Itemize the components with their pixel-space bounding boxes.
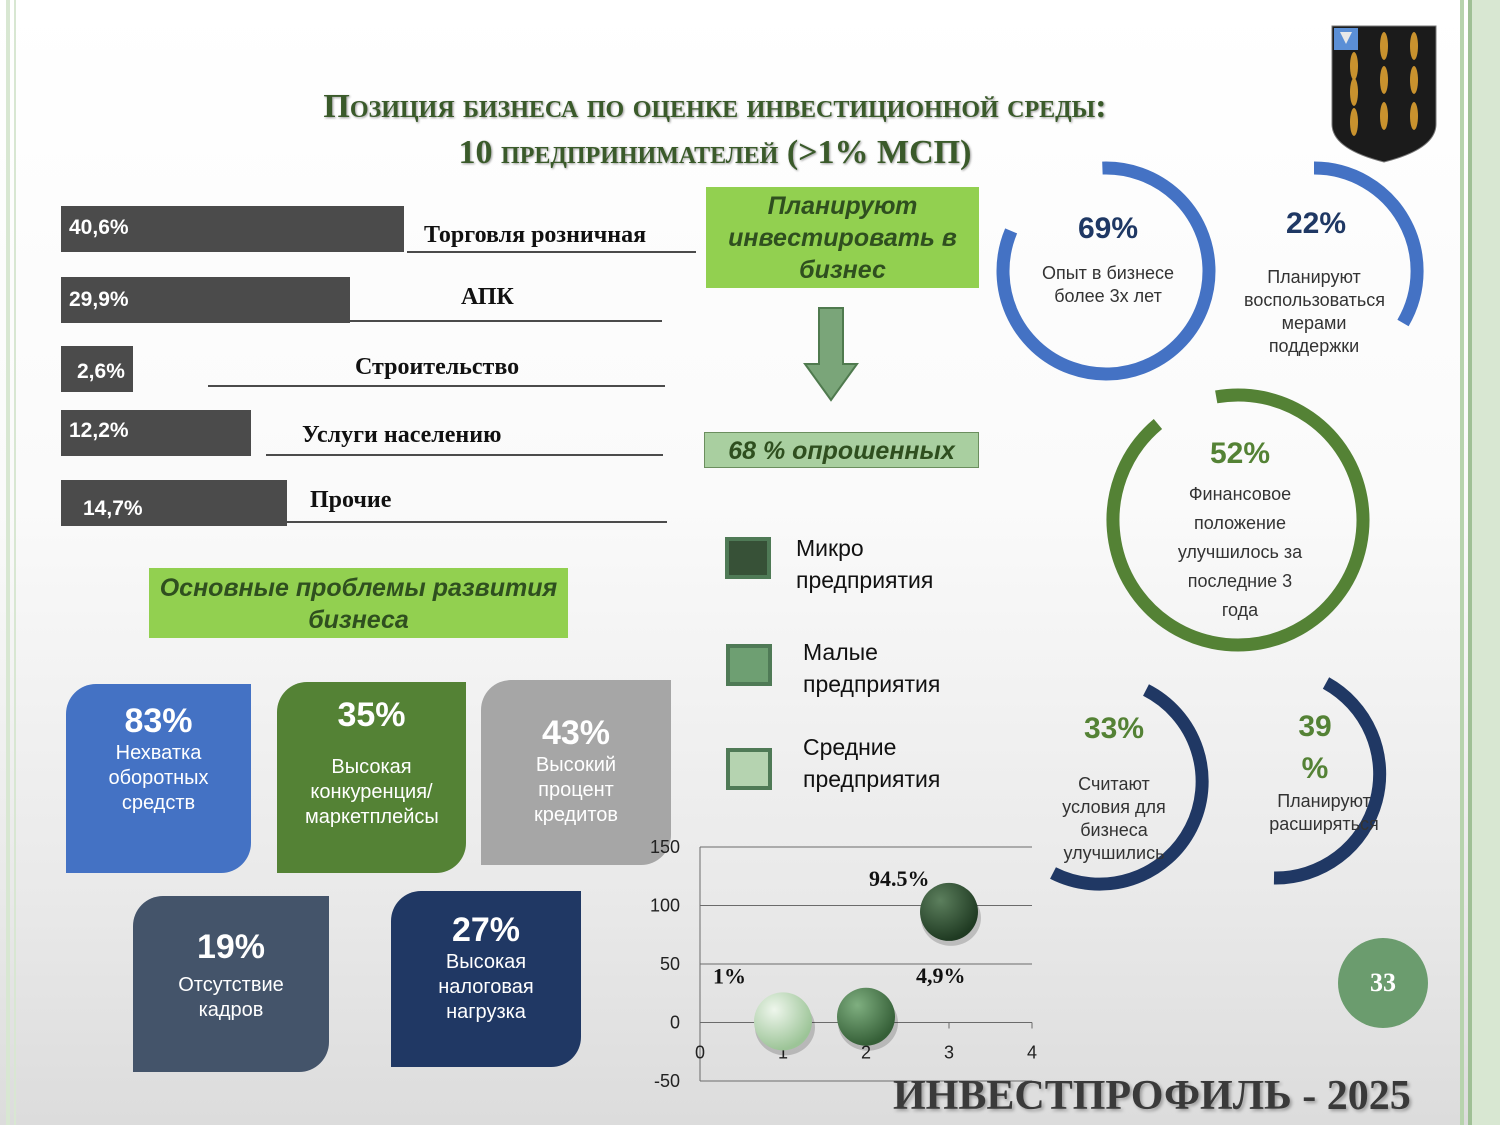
ring-text-financial: Финансовое положение улучшилось за после… [1177, 484, 1303, 620]
rings-layer [996, 161, 1424, 891]
page-number: 33 [1338, 938, 1428, 1028]
problem-pct: 19% [196, 928, 266, 966]
sector-label-other: Прочие [310, 487, 392, 513]
plan-invest-box: Планируют инвестировать в бизнес [706, 187, 979, 288]
problem-pct: 83% [124, 702, 193, 740]
problem-pct: 43% [541, 714, 611, 752]
y-tick-label: 0 [670, 1013, 680, 1033]
ring-text-conditions: Считают условия для бизнеса улучшились [1062, 774, 1166, 863]
problem-card-tax: 27% Высокая налоговая нагрузка [391, 891, 581, 1067]
sector-pct: 2,6% [77, 360, 125, 383]
right-decor [1440, 0, 1500, 1125]
x-tick-label: 0 [695, 1043, 705, 1063]
ring-financial [1106, 388, 1370, 652]
coat-of-arms-emblem [1330, 24, 1438, 164]
problem-text: Отсутствие кадров [178, 974, 284, 1021]
surveyed-box: 68 % опрошенных [704, 432, 979, 468]
bubble-point [920, 882, 978, 941]
sector-bar-retail: 40,6% [61, 206, 404, 252]
ring-pct-conditions: 33% [1083, 712, 1145, 745]
sector-underline [208, 385, 665, 387]
sector-underline [407, 251, 696, 253]
ring-pct-financial: 52% [1209, 437, 1271, 470]
sector-underline [350, 320, 662, 322]
ring-pct-support: 22% [1285, 207, 1347, 240]
ring-text-support: Планируют воспользоваться мерами поддерж… [1244, 267, 1386, 356]
sector-pct: 12,2% [69, 419, 129, 442]
title-line-2: 10 предпринимателей (>1% МСП) [458, 134, 972, 171]
sector-label-construction: Строительство [355, 354, 520, 380]
bubble-data-label: 1% [713, 963, 746, 988]
sector-bar-services: 12,2% [61, 410, 251, 456]
sector-pct: 29,9% [69, 288, 129, 311]
bubble-chart: 150 100 50 0 -50 0 1 2 3 4 1% 4,9% 94.5% [650, 837, 1037, 1091]
y-tick-label: -50 [654, 1071, 680, 1091]
problem-text: Нехватка оборотных средств [108, 742, 209, 814]
problem-card-credit-rate: 43% Высокий процент кредитов [481, 680, 671, 865]
y-tick-label: 50 [660, 954, 680, 974]
sector-label-retail: Торговля розничная [424, 222, 647, 248]
y-tick-label: 100 [650, 896, 680, 916]
sector-underline [287, 521, 667, 523]
legend-small-swatch [726, 644, 772, 686]
left-decor [6, 0, 26, 1125]
ring-conditions [1050, 684, 1209, 891]
sector-label-services: Услуги населению [302, 422, 502, 448]
problem-pct: 27% [451, 911, 521, 949]
ring-text-experience: Опыт в бизнесе более 3х лет [1041, 263, 1175, 306]
sector-pct: 14,7% [83, 497, 143, 520]
ring-text-expand: Планируют расширяться [1269, 791, 1379, 834]
problems-title: Основные проблемы развития бизнеса [149, 568, 568, 638]
x-tick-label: 2 [861, 1043, 871, 1063]
page-title: Позиция бизнеса по оценке инвестиционной… [120, 84, 1310, 176]
problem-text: Высокая налоговая нагрузка [438, 951, 534, 1023]
legend-small-label: Малые предприятия [803, 639, 941, 697]
sector-label-agro: АПК [461, 284, 514, 310]
x-tick-label: 1 [778, 1043, 788, 1063]
bubble-point [837, 987, 895, 1046]
x-tick-label: 4 [1027, 1043, 1037, 1063]
ring-experience [996, 161, 1216, 381]
bubble-point [754, 992, 812, 1051]
sector-bar-agro: 29,9% [61, 277, 350, 323]
y-tick-label: 150 [650, 837, 680, 857]
footer-brand: ИНВЕСТПРОФИЛЬ - 2025 [893, 1073, 1411, 1119]
problem-card-working-capital: 83% Нехватка оборотных средств [66, 684, 251, 873]
bubble-data-label: 94.5% [869, 866, 930, 891]
problem-text: Высокий процент кредитов [533, 754, 619, 826]
problem-card-competition: 35% Высокая конкуренция/ маркетплейсы [277, 682, 466, 873]
ring-pct-experience: 69% [1077, 212, 1139, 245]
ring-pct-expand: 39 % [1298, 710, 1332, 785]
title-line-1: Позиция бизнеса по оценке инвестиционной… [323, 88, 1107, 125]
ring-expand [1273, 677, 1387, 885]
sector-bar-construction: 2,6% [61, 346, 133, 392]
arrow-down-icon [803, 306, 859, 402]
sector-bar-other: 14,7% [61, 480, 287, 526]
problem-card-staff: 19% Отсутствие кадров [133, 896, 329, 1072]
legend-micro-swatch [725, 537, 771, 579]
ring-support [1313, 161, 1424, 327]
sector-underline [266, 454, 663, 456]
legend-micro-label: Микро предприятия [796, 535, 934, 593]
problem-text: Высокая конкуренция/ маркетплейсы [305, 756, 439, 828]
bubble-data-label: 4,9% [916, 963, 966, 988]
legend-medium-label: Средние предприятия [803, 734, 941, 792]
x-tick-label: 3 [944, 1043, 954, 1063]
sector-pct: 40,6% [69, 216, 129, 239]
legend-medium-swatch [726, 748, 772, 790]
problem-pct: 35% [337, 696, 406, 734]
